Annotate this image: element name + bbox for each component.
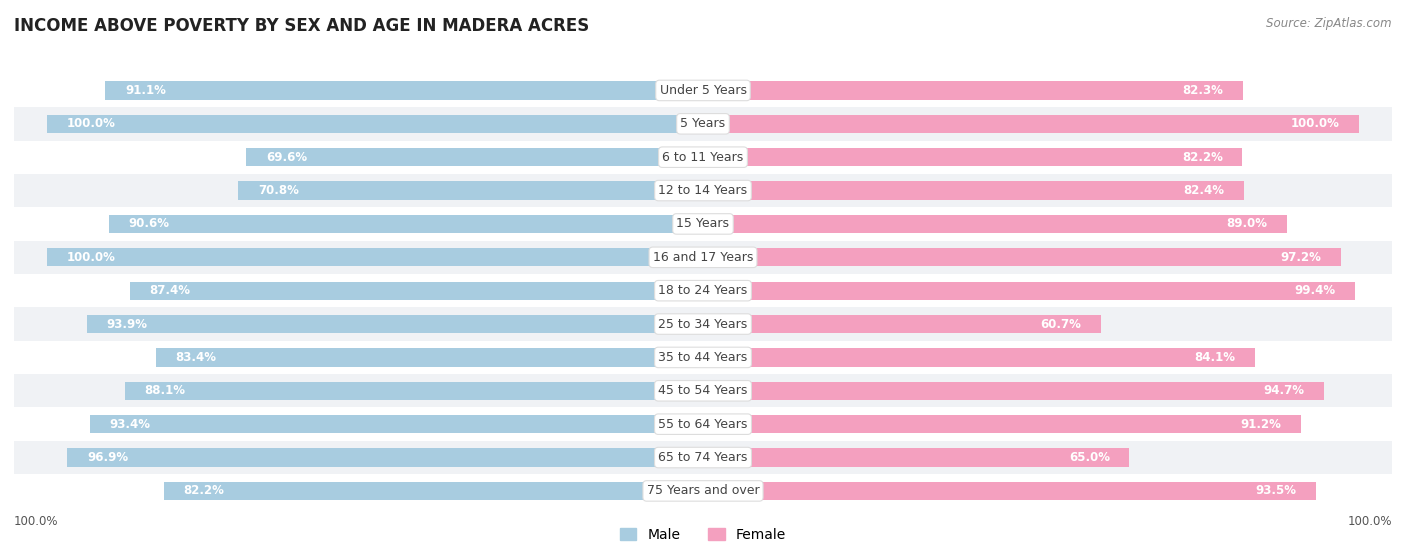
Bar (703, 448, 1129, 467)
Text: 15 Years: 15 Years (676, 217, 730, 230)
Bar (14, 341, 1392, 374)
Text: 65.0%: 65.0% (1069, 451, 1109, 464)
Bar (703, 482, 1316, 500)
Text: 69.6%: 69.6% (266, 151, 307, 164)
Bar (125, 382, 703, 400)
Text: 97.2%: 97.2% (1281, 251, 1322, 264)
Text: 100.0%: 100.0% (66, 251, 115, 264)
Bar (703, 315, 1101, 333)
Bar (108, 215, 703, 233)
Bar (703, 382, 1324, 400)
Text: 82.3%: 82.3% (1182, 84, 1223, 97)
Text: 82.2%: 82.2% (1182, 151, 1223, 164)
Text: 94.7%: 94.7% (1264, 384, 1305, 397)
Text: 89.0%: 89.0% (1226, 217, 1267, 230)
Bar (14, 140, 1392, 174)
Text: Under 5 Years: Under 5 Years (659, 84, 747, 97)
Bar (14, 107, 1392, 140)
Bar (14, 74, 1392, 107)
Bar (14, 307, 1392, 341)
Text: 100.0%: 100.0% (1347, 515, 1392, 528)
Text: 100.0%: 100.0% (66, 117, 115, 130)
Text: 16 and 17 Years: 16 and 17 Years (652, 251, 754, 264)
Text: 96.9%: 96.9% (87, 451, 128, 464)
Text: 12 to 14 Years: 12 to 14 Years (658, 184, 748, 197)
Bar (14, 240, 1392, 274)
Bar (14, 274, 1392, 307)
Bar (14, 408, 1392, 441)
Bar (703, 181, 1244, 200)
Text: 5 Years: 5 Years (681, 117, 725, 130)
Bar (703, 282, 1355, 300)
Text: 93.4%: 93.4% (110, 418, 150, 430)
Bar (703, 215, 1286, 233)
Text: 65 to 74 Years: 65 to 74 Years (658, 451, 748, 464)
Text: 100.0%: 100.0% (14, 515, 59, 528)
Bar (703, 348, 1254, 367)
Bar (14, 441, 1392, 474)
Text: 75 Years and over: 75 Years and over (647, 485, 759, 498)
Bar (703, 248, 1341, 267)
Bar (703, 148, 1243, 167)
Text: 88.1%: 88.1% (145, 384, 186, 397)
Text: 84.1%: 84.1% (1194, 351, 1234, 364)
Bar (239, 181, 703, 200)
Bar (90, 415, 703, 433)
Text: 25 to 34 Years: 25 to 34 Years (658, 318, 748, 330)
Bar (14, 174, 1392, 207)
Text: 70.8%: 70.8% (259, 184, 299, 197)
Text: 91.1%: 91.1% (125, 84, 166, 97)
Bar (67, 448, 703, 467)
Text: 87.4%: 87.4% (149, 284, 190, 297)
Text: 90.6%: 90.6% (128, 217, 169, 230)
Bar (46, 248, 703, 267)
Bar (163, 482, 703, 500)
Text: 91.2%: 91.2% (1241, 418, 1282, 430)
Text: 93.9%: 93.9% (107, 318, 148, 330)
Bar (14, 207, 1392, 240)
Text: 100.0%: 100.0% (1291, 117, 1340, 130)
Bar (129, 282, 703, 300)
Text: INCOME ABOVE POVERTY BY SEX AND AGE IN MADERA ACRES: INCOME ABOVE POVERTY BY SEX AND AGE IN M… (14, 17, 589, 35)
Bar (87, 315, 703, 333)
Bar (703, 81, 1243, 100)
Bar (156, 348, 703, 367)
Bar (14, 374, 1392, 408)
Text: 82.4%: 82.4% (1182, 184, 1225, 197)
Bar (703, 415, 1302, 433)
Bar (46, 115, 703, 133)
Text: 93.5%: 93.5% (1256, 485, 1296, 498)
Text: 82.2%: 82.2% (183, 485, 224, 498)
Bar (105, 81, 703, 100)
Bar (703, 115, 1360, 133)
Text: 45 to 54 Years: 45 to 54 Years (658, 384, 748, 397)
Text: 35 to 44 Years: 35 to 44 Years (658, 351, 748, 364)
Text: 55 to 64 Years: 55 to 64 Years (658, 418, 748, 430)
Text: 83.4%: 83.4% (176, 351, 217, 364)
Bar (14, 474, 1392, 508)
Text: Source: ZipAtlas.com: Source: ZipAtlas.com (1267, 17, 1392, 30)
Text: 6 to 11 Years: 6 to 11 Years (662, 151, 744, 164)
Text: 60.7%: 60.7% (1040, 318, 1081, 330)
Text: 99.4%: 99.4% (1295, 284, 1336, 297)
Bar (246, 148, 703, 167)
Legend: Male, Female: Male, Female (614, 523, 792, 548)
Text: 18 to 24 Years: 18 to 24 Years (658, 284, 748, 297)
